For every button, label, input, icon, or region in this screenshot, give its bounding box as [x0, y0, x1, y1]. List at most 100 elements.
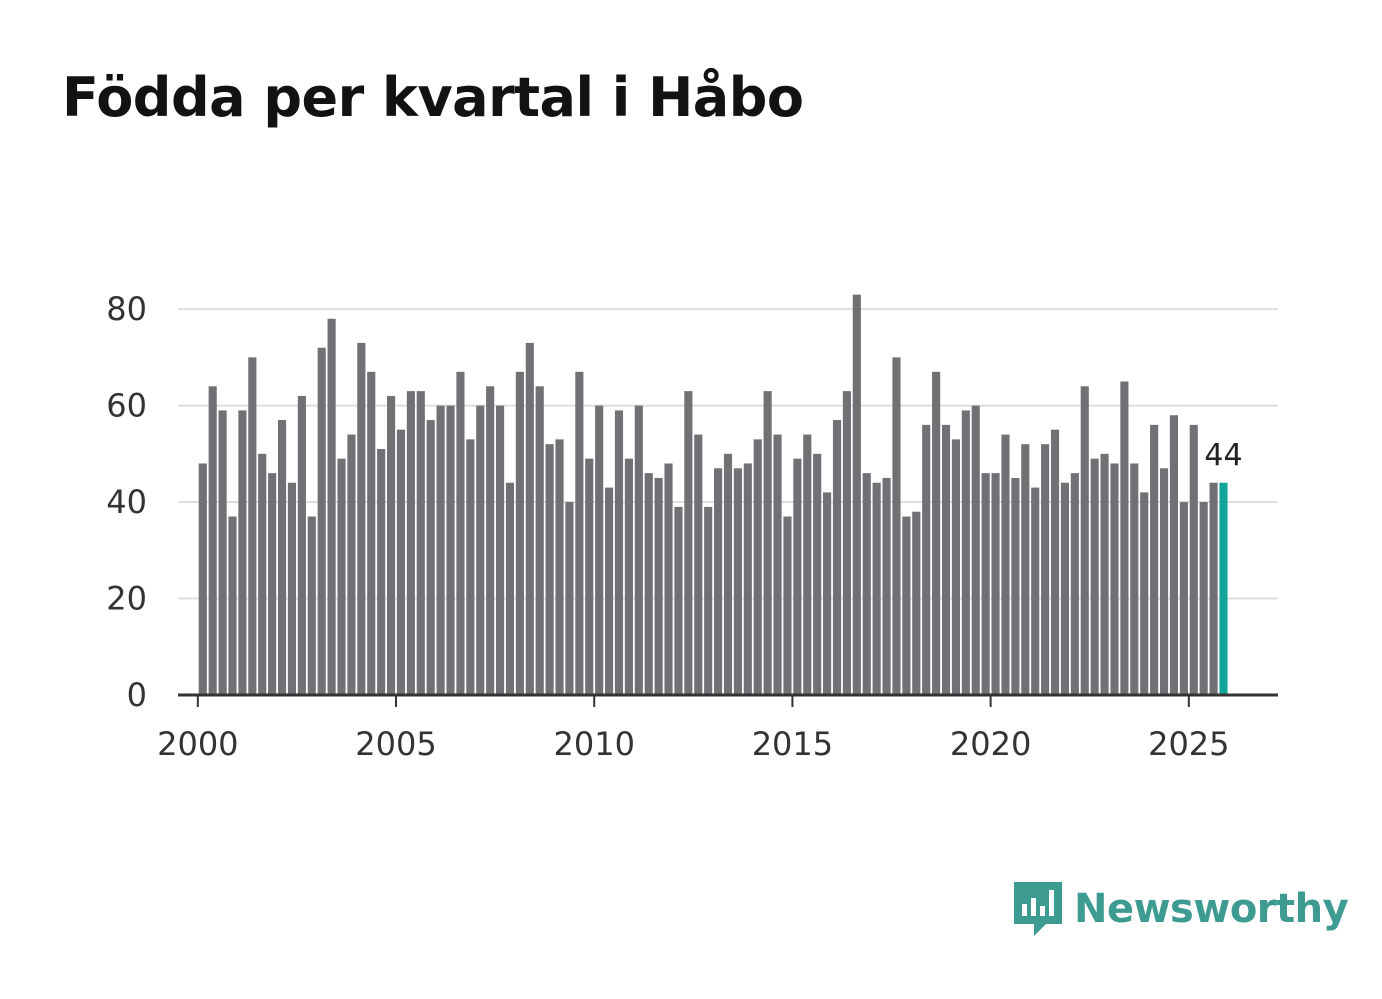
bar — [565, 502, 574, 695]
y-tick-label: 20 — [106, 580, 147, 618]
bar — [872, 482, 881, 695]
bar — [723, 453, 733, 695]
bar — [1001, 434, 1010, 695]
bar — [684, 391, 693, 695]
bar — [525, 342, 534, 695]
bar — [892, 357, 901, 695]
bar — [991, 473, 1000, 695]
bar — [1080, 386, 1089, 695]
bar — [486, 386, 495, 695]
bar — [1041, 444, 1050, 695]
bar — [932, 371, 941, 695]
bar — [505, 482, 515, 695]
bar — [1150, 424, 1159, 695]
bar — [743, 463, 752, 695]
x-tick-label: 2025 — [1148, 725, 1229, 763]
bar — [1169, 415, 1179, 695]
chart-title: Födda per kvartal i Håbo — [62, 66, 804, 129]
x-tick-label: 2005 — [355, 725, 436, 763]
bar — [971, 405, 980, 695]
bar — [823, 492, 832, 695]
bar — [347, 434, 356, 695]
bar — [307, 516, 316, 695]
bar — [357, 342, 366, 695]
bar — [803, 434, 812, 695]
x-tick-label: 2015 — [752, 725, 833, 763]
bar — [367, 371, 376, 695]
newsworthy-logo-icon — [1014, 882, 1062, 936]
bar-highlight — [1219, 482, 1228, 695]
bar — [852, 294, 861, 695]
bar — [694, 434, 703, 695]
bar — [228, 516, 237, 695]
bar — [1179, 502, 1188, 695]
bar — [377, 449, 386, 695]
bar — [258, 453, 267, 695]
bar — [941, 424, 951, 695]
bar — [396, 429, 406, 695]
bar — [1140, 492, 1149, 695]
bar — [1090, 458, 1099, 695]
bar — [337, 458, 346, 695]
bar — [1159, 468, 1169, 695]
bar — [208, 386, 217, 695]
bar-series — [198, 294, 1228, 695]
bar — [297, 395, 306, 695]
bar — [813, 453, 822, 695]
bar — [416, 391, 425, 695]
bar — [1120, 381, 1129, 695]
bar — [327, 318, 336, 695]
bar — [1070, 473, 1079, 695]
bar — [654, 477, 663, 695]
x-tick-label: 2000 — [157, 725, 238, 763]
bar — [198, 463, 207, 695]
bar — [1050, 429, 1060, 695]
bar — [605, 487, 614, 695]
bar — [664, 463, 673, 695]
bar — [842, 391, 851, 695]
bar — [1189, 424, 1198, 695]
bar — [1021, 444, 1030, 695]
bar — [922, 424, 931, 695]
bar — [832, 420, 842, 695]
bar — [545, 444, 554, 695]
bar — [902, 516, 911, 695]
bar — [595, 405, 604, 695]
bar — [317, 347, 326, 695]
x-axis-ticks: 2000 2005 2010 2015 2020 2025 — [157, 695, 1230, 763]
brand: Newsworthy — [1010, 878, 1349, 940]
bar — [714, 468, 723, 695]
bar — [793, 458, 802, 695]
bar — [981, 473, 990, 695]
bar — [466, 439, 475, 695]
bar — [575, 371, 584, 695]
bar — [1199, 502, 1208, 695]
bar — [287, 482, 297, 695]
bar — [753, 439, 762, 695]
bar — [476, 405, 485, 695]
bar — [1130, 463, 1139, 695]
bar — [882, 477, 891, 695]
bar — [218, 410, 227, 695]
y-axis-ticks: 0 20 40 60 80 — [106, 290, 147, 714]
bar — [783, 516, 792, 695]
bar — [585, 458, 594, 695]
bar — [1011, 477, 1020, 695]
data-labels: 44 — [1204, 438, 1242, 473]
bar — [961, 410, 970, 695]
bar — [624, 458, 633, 695]
y-tick-label: 40 — [106, 483, 147, 521]
x-tick-label: 2010 — [553, 725, 634, 763]
bar — [644, 473, 653, 695]
bar — [446, 405, 455, 695]
bar — [1060, 482, 1069, 695]
bar — [406, 391, 415, 695]
bar — [436, 405, 445, 695]
bar — [426, 420, 435, 695]
bar — [674, 506, 683, 695]
last-value-label: 44 — [1204, 438, 1242, 473]
bar — [912, 511, 921, 695]
bar — [248, 357, 257, 695]
bar — [1031, 487, 1040, 695]
